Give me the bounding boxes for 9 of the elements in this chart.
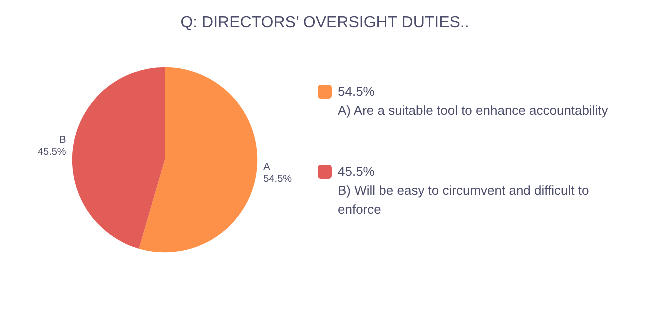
slice-label: A xyxy=(264,162,271,173)
slice-label: B xyxy=(60,135,67,146)
text: B) Will be easy to circumvent and difficult to enforce xyxy=(338,182,590,219)
data-label: 45.5% xyxy=(38,147,66,158)
data-label: 54.5% xyxy=(264,174,292,185)
text: A) Are a suitable tool to enhance accountability xyxy=(338,102,608,120)
text: 54.5% xyxy=(338,84,375,99)
text: Q: DIRECTORS’ OVERSIGHT DUTIES.. xyxy=(180,14,470,32)
text: 45.5% xyxy=(338,164,375,179)
